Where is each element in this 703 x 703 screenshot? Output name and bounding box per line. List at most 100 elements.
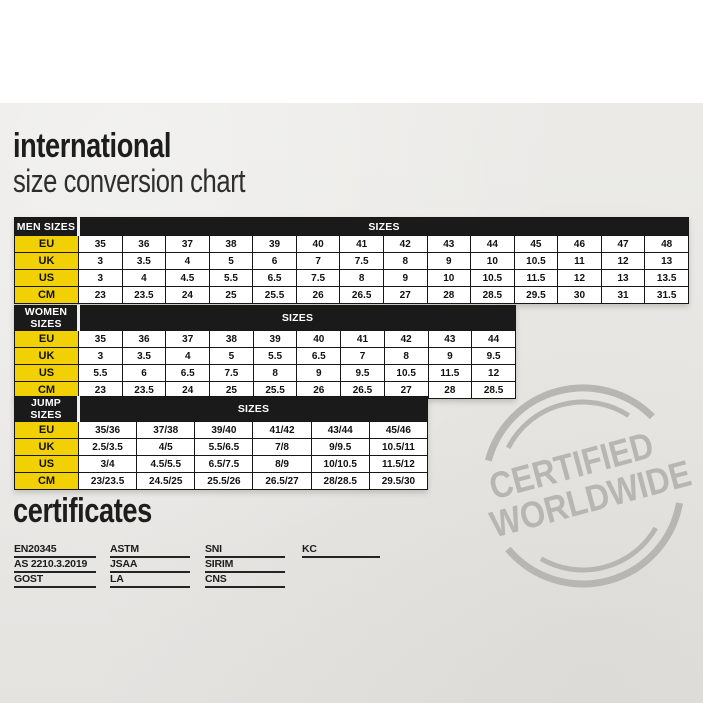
size-cell: 13 bbox=[600, 269, 646, 287]
size-cell: 26 bbox=[296, 381, 342, 399]
size-cell: 9.5 bbox=[471, 347, 516, 365]
table-title: JUMP SIZES bbox=[14, 396, 80, 422]
row-label: CM bbox=[14, 286, 79, 304]
row-label: US bbox=[14, 269, 79, 287]
size-cell: 39 bbox=[252, 330, 298, 348]
size-cell: 30 bbox=[557, 286, 602, 304]
size-cell: 9 bbox=[426, 252, 472, 270]
size-cell: 10 bbox=[426, 269, 472, 287]
row-label: EU bbox=[14, 330, 79, 348]
size-cell: 23 bbox=[78, 381, 123, 399]
size-cell: 7 bbox=[295, 252, 341, 270]
page-subtitle: size conversion chart bbox=[13, 163, 246, 199]
table-row: EU 35 36 37 38 39 40 41 42 43 44 bbox=[14, 330, 516, 348]
size-cell: 27 bbox=[382, 286, 428, 304]
size-cell: 35 bbox=[78, 330, 123, 348]
size-cell: 44 bbox=[470, 235, 515, 253]
stamp-arc-top-outer bbox=[484, 384, 655, 462]
size-cell: 45/46 bbox=[368, 421, 429, 439]
size-cell: 29.5/30 bbox=[368, 472, 429, 490]
size-cell: 13.5 bbox=[644, 269, 689, 287]
certificate-entry: AS 2210.3.2019 bbox=[14, 558, 96, 573]
title-block: international size conversion chart bbox=[13, 128, 303, 198]
size-cell: 7.5 bbox=[209, 364, 254, 382]
certificate-entry: KC bbox=[302, 543, 380, 558]
row-label: CM bbox=[14, 472, 79, 490]
size-cell: 28 bbox=[426, 286, 472, 304]
size-cell: 3 bbox=[78, 347, 123, 365]
row-label: UK bbox=[14, 438, 79, 456]
size-cell: 26 bbox=[295, 286, 341, 304]
size-cell: 7 bbox=[340, 347, 385, 365]
size-cell: 4 bbox=[165, 347, 211, 365]
size-cell: 9 bbox=[382, 269, 428, 287]
size-cell: 12 bbox=[557, 269, 602, 287]
size-cell: 39 bbox=[252, 235, 297, 253]
size-cell: 45 bbox=[513, 235, 559, 253]
size-cell: 38 bbox=[208, 235, 254, 253]
table-row: UK 3 3.5 4 5 6 7 7.5 8 9 10 10.5 11 12 13 bbox=[14, 252, 689, 270]
size-cell: 6.5/7.5 bbox=[194, 455, 254, 473]
size-cell: 12 bbox=[600, 252, 646, 270]
size-cell: 36 bbox=[121, 330, 167, 348]
size-cell: 26.5/27 bbox=[252, 472, 312, 490]
size-cell: 8 bbox=[382, 252, 428, 270]
table-row: EU 35 36 37 38 39 40 41 42 43 44 45 46 47 48 bbox=[14, 235, 689, 253]
certificates-column-2: ASTM JSAA LA bbox=[110, 543, 190, 588]
size-cell: 37 bbox=[165, 235, 210, 253]
sizes-header: SIZES bbox=[77, 396, 428, 422]
size-cell: 12 bbox=[471, 364, 516, 382]
size-cell: 23/23.5 bbox=[77, 472, 138, 490]
size-cell: 40 bbox=[295, 235, 341, 253]
certificate-entry: LA bbox=[110, 573, 190, 588]
size-cell: 25.5 bbox=[252, 286, 297, 304]
size-cell: 4 bbox=[165, 252, 210, 270]
size-cell: 3.5 bbox=[121, 252, 167, 270]
size-cell: 28.5 bbox=[471, 381, 516, 399]
size-cell: 9 bbox=[296, 364, 342, 382]
size-cell: 23 bbox=[78, 286, 123, 304]
size-cell: 10 bbox=[470, 252, 515, 270]
size-cell: 3 bbox=[78, 269, 123, 287]
size-cell: 31 bbox=[600, 286, 646, 304]
certificates-column-3: SNI SIRIM CNS bbox=[205, 543, 285, 588]
size-cell: 38 bbox=[209, 330, 254, 348]
row-label: UK bbox=[14, 252, 79, 270]
certificates-title: certificates bbox=[13, 492, 152, 530]
sizes-header: SIZES bbox=[77, 217, 689, 236]
table-row: UK 2.5/3.5 4/5 5.5/6.5 7/8 9/9.5 10.5/11 bbox=[14, 438, 429, 456]
size-cell: 5.5/6.5 bbox=[194, 438, 254, 456]
size-cell: 7/8 bbox=[252, 438, 312, 456]
size-cell: 26.5 bbox=[340, 381, 385, 399]
size-cell: 9/9.5 bbox=[310, 438, 370, 456]
size-cell: 10.5/11 bbox=[368, 438, 429, 456]
size-cell: 26.5 bbox=[339, 286, 384, 304]
size-cell: 40 bbox=[296, 330, 342, 348]
table-row: EU 35/36 37/38 39/40 41/42 43/44 45/46 bbox=[14, 421, 429, 439]
certificate-entry: GOST bbox=[14, 573, 96, 588]
sizes-header: SIZES bbox=[77, 305, 516, 331]
size-cell: 6.5 bbox=[252, 269, 297, 287]
size-cell: 5.5 bbox=[78, 364, 123, 382]
size-cell: 23.5 bbox=[121, 286, 167, 304]
size-cell: 10.5 bbox=[513, 252, 559, 270]
size-cell: 28.5 bbox=[470, 286, 515, 304]
size-cell: 8 bbox=[339, 269, 384, 287]
size-cell: 5.5 bbox=[252, 347, 298, 365]
size-cell: 11.5 bbox=[427, 364, 473, 382]
certificate-entry: EN20345 bbox=[14, 543, 96, 558]
size-cell: 3/4 bbox=[77, 455, 138, 473]
page-title: international bbox=[13, 127, 172, 165]
size-cell: 25.5 bbox=[252, 381, 298, 399]
size-cell: 11.5/12 bbox=[368, 455, 429, 473]
size-cell: 8 bbox=[252, 364, 298, 382]
table-row: UK 3 3.5 4 5 5.5 6.5 7 8 9 9.5 bbox=[14, 347, 516, 365]
row-label: US bbox=[14, 364, 79, 382]
size-cell: 9 bbox=[427, 347, 473, 365]
certificate-entry: SIRIM bbox=[205, 558, 285, 573]
size-cell: 29.5 bbox=[513, 286, 559, 304]
size-cell: 37 bbox=[165, 330, 211, 348]
size-cell: 8/9 bbox=[252, 455, 312, 473]
size-cell: 4 bbox=[121, 269, 167, 287]
